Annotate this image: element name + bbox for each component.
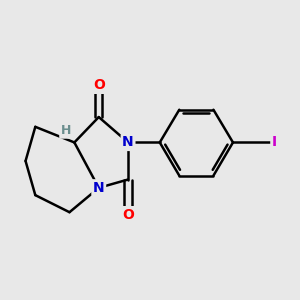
Text: H: H [61,124,71,137]
Text: O: O [122,208,134,222]
Text: N: N [122,135,134,149]
Text: N: N [93,181,105,195]
Text: I: I [272,135,277,149]
Text: O: O [93,78,105,92]
